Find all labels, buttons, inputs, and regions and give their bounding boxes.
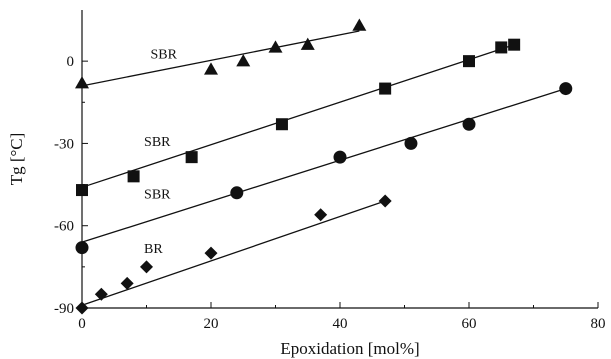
triangle-marker — [300, 37, 315, 50]
triangle-marker — [204, 62, 218, 75]
y-axis-label: Tg [°C] — [7, 133, 26, 186]
square-marker — [463, 55, 475, 68]
series-layer: SBR SBR SBR BR — [75, 18, 573, 315]
square-marker — [275, 118, 288, 131]
triangle-marker — [268, 40, 283, 53]
x-tick-label: 0 — [78, 316, 86, 332]
fit-line — [81, 87, 566, 243]
diamond-marker — [94, 287, 108, 301]
series-diamond: BR — [75, 194, 392, 315]
circle-marker — [333, 150, 347, 164]
series-triangle: SBR — [75, 18, 367, 89]
triangle-marker — [75, 76, 89, 89]
circle-marker — [559, 82, 573, 96]
series-label: BR — [144, 242, 163, 257]
y-tick-label: -30 — [54, 136, 74, 152]
circle-marker — [230, 186, 244, 200]
y-tick-label: 0 — [67, 54, 75, 70]
y-tick-label: -90 — [54, 301, 74, 317]
y-tick-label: -60 — [54, 219, 74, 235]
square-marker — [76, 184, 88, 197]
x-tick-label: 60 — [462, 316, 477, 332]
series-label: SBR — [144, 187, 171, 202]
circle-marker — [75, 241, 89, 255]
series-square: SBR — [76, 38, 521, 197]
triangle-marker — [352, 18, 367, 31]
series-label: SBR — [144, 135, 171, 150]
x-tick-label: 20 — [204, 316, 219, 332]
diamond-marker — [204, 246, 218, 260]
square-marker — [495, 41, 508, 54]
square-marker — [127, 170, 140, 183]
fit-line — [81, 44, 515, 188]
fit-line — [81, 200, 386, 306]
fit-line — [81, 30, 360, 87]
diamond-marker — [75, 301, 89, 315]
diamond-marker — [378, 194, 392, 208]
square-marker — [185, 151, 198, 164]
diamond-marker — [120, 276, 134, 290]
square-marker — [379, 82, 392, 95]
series-label: SBR — [151, 47, 178, 62]
x-axis-ticks: 0 20 40 60 80 — [78, 302, 606, 332]
x-tick-label: 40 — [333, 316, 348, 332]
triangle-marker — [236, 54, 251, 67]
circle-marker — [462, 117, 476, 131]
circle-marker — [404, 136, 418, 150]
diamond-marker — [314, 208, 328, 222]
square-marker — [508, 38, 521, 51]
y-axis-ticks: -90 -60 -30 0 — [54, 54, 88, 317]
series-circle: SBR — [75, 82, 573, 255]
x-axis-label: Epoxidation [mol%] — [280, 339, 419, 358]
diamond-marker — [140, 260, 153, 274]
x-tick-label: 80 — [591, 316, 606, 332]
